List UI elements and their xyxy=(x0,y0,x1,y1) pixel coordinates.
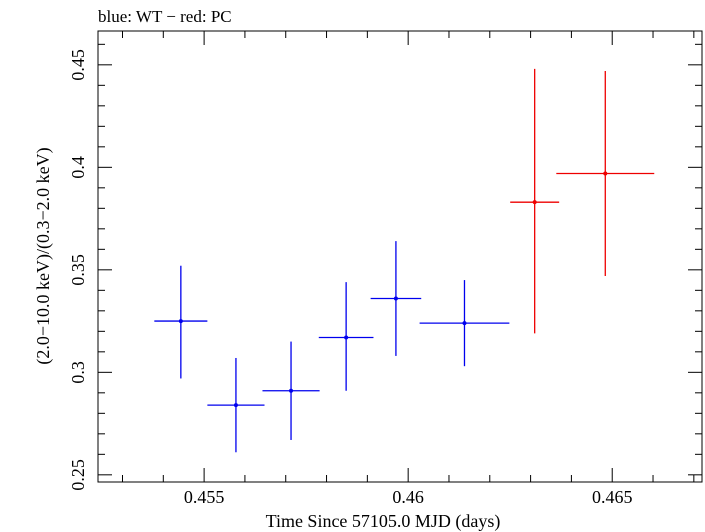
x-tick-label: 0.465 xyxy=(592,487,633,507)
y-axis-label: (2.0−10.0 keV)/(0.3−2.0 keV) xyxy=(33,147,54,364)
point-marker xyxy=(233,403,238,408)
series-wt xyxy=(154,241,510,453)
x-tick-label: 0.46 xyxy=(392,487,424,507)
axis-tick-labels: 0.455 0.46 0.465 0.25 0.3 0.35 0.4 0.45 xyxy=(68,49,632,507)
point-marker xyxy=(603,171,608,176)
y-tick-label: 0.4 xyxy=(68,156,88,179)
point-marker xyxy=(289,388,294,393)
point-marker xyxy=(393,296,398,301)
data-point xyxy=(318,282,374,391)
point-marker xyxy=(178,319,183,324)
point-marker xyxy=(532,200,537,205)
series-pc xyxy=(510,68,655,334)
chart-title: blue: WT − red: PC xyxy=(98,7,232,26)
data-point xyxy=(262,341,320,440)
data-point xyxy=(510,68,560,334)
point-marker xyxy=(344,335,349,340)
plot-frame xyxy=(97,30,703,483)
x-axis-label: Time Since 57105.0 MJD (days) xyxy=(266,511,501,532)
data-point xyxy=(419,280,510,367)
data-point xyxy=(207,357,265,453)
data-marks xyxy=(154,68,655,453)
axis-ticks xyxy=(98,31,702,482)
y-tick-label: 0.45 xyxy=(68,49,88,81)
point-marker xyxy=(462,321,467,326)
data-point xyxy=(556,70,655,276)
y-tick-label: 0.3 xyxy=(68,361,88,384)
data-point xyxy=(370,241,422,356)
data-point xyxy=(154,265,208,379)
x-tick-label: 0.455 xyxy=(184,487,225,507)
y-tick-label: 0.25 xyxy=(68,459,88,491)
y-tick-label: 0.35 xyxy=(68,254,88,286)
